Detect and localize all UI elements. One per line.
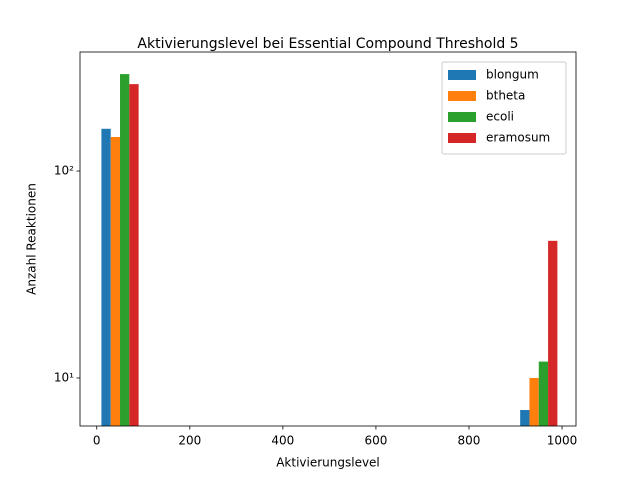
legend-swatch (448, 133, 476, 143)
bar (120, 74, 130, 427)
x-tick-label: 1000 (547, 434, 578, 448)
legend-swatch (448, 112, 476, 122)
legend-label: blongum (486, 68, 539, 82)
legend-box (441, 61, 567, 155)
legend-label: btheta (486, 89, 525, 103)
legend-swatch (448, 91, 476, 101)
bar (520, 410, 530, 426)
bar (529, 377, 539, 426)
plot-frame (79, 51, 577, 427)
y-tick-label: 10² (54, 164, 74, 178)
x-tick-label: 0 (93, 434, 101, 448)
x-tick-label: 800 (458, 434, 481, 448)
x-tick-label: 400 (271, 434, 294, 448)
chart-title: Aktivierungslevel bei Essential Compound… (137, 36, 518, 52)
legend-swatch (448, 70, 476, 80)
bar (538, 361, 549, 426)
bar (129, 84, 139, 427)
legend-label: ecoli (486, 110, 514, 124)
legend-label: eramosum (486, 131, 550, 145)
bar (110, 137, 121, 426)
x-axis-label: Aktivierungslevel (276, 456, 380, 470)
bar (548, 240, 558, 426)
x-tick-label: 200 (178, 434, 201, 448)
bar (101, 128, 111, 427)
y-axis-label: Anzahl Reaktionen (25, 183, 39, 295)
x-tick-label: 600 (364, 434, 387, 448)
y-tick-label: 10¹ (54, 370, 74, 384)
